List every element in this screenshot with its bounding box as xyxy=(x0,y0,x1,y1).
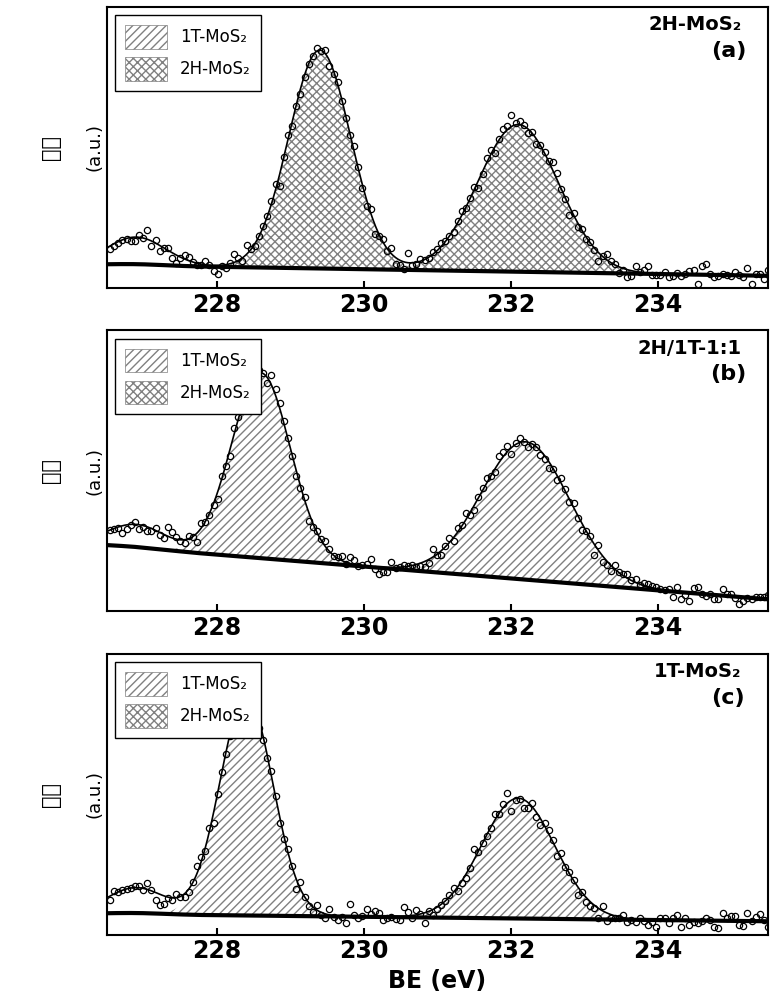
X-axis label: BE (eV): BE (eV) xyxy=(388,969,487,993)
Text: 强度: 强度 xyxy=(40,135,60,160)
Text: 2H-MoS₂: 2H-MoS₂ xyxy=(649,15,742,34)
Text: (c): (c) xyxy=(711,688,746,708)
Text: (b): (b) xyxy=(710,364,746,384)
Text: 1T-MoS₂: 1T-MoS₂ xyxy=(654,662,742,681)
Legend: 1T-MoS₂, 2H-MoS₂: 1T-MoS₂, 2H-MoS₂ xyxy=(115,339,261,414)
Y-axis label: (a.u.): (a.u.) xyxy=(86,770,104,818)
Legend: 1T-MoS₂, 2H-MoS₂: 1T-MoS₂, 2H-MoS₂ xyxy=(115,15,261,91)
Text: (a): (a) xyxy=(711,41,746,61)
Y-axis label: (a.u.): (a.u.) xyxy=(86,123,104,171)
Text: 2H/1T-1:1: 2H/1T-1:1 xyxy=(638,339,742,358)
Text: 强度: 强度 xyxy=(40,458,60,483)
Text: 强度: 强度 xyxy=(40,782,60,807)
Legend: 1T-MoS₂, 2H-MoS₂: 1T-MoS₂, 2H-MoS₂ xyxy=(115,662,261,738)
Y-axis label: (a.u.): (a.u.) xyxy=(86,447,104,495)
